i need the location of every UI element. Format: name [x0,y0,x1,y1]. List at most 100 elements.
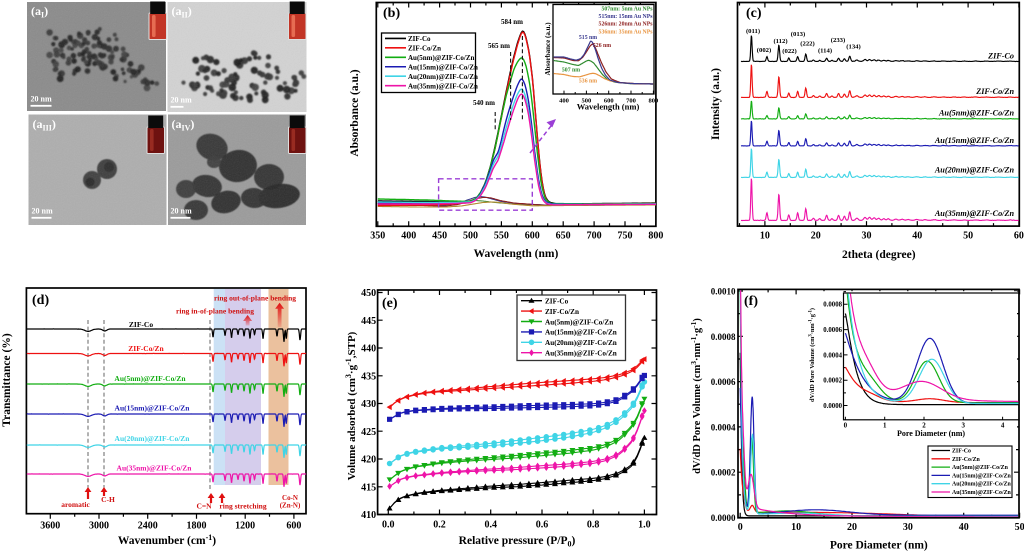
svg-text:1.0: 1.0 [638,520,651,531]
svg-text:(013): (013) [791,31,806,38]
svg-text:420: 420 [361,455,376,466]
svg-text:10: 10 [760,231,770,242]
svg-text:Au(35nm)@ZIF-Co/Zn: Au(35nm)@ZIF-Co/Zn [408,82,478,90]
svg-text:C-H: C-H [101,495,115,504]
svg-text:ZIF-Co/Zn: ZIF-Co/Zn [545,308,579,316]
svg-text:ZIF-Co/Zn: ZIF-Co/Zn [128,344,164,353]
svg-text:ZIF-Co: ZIF-Co [408,35,431,43]
svg-text:20 nm: 20 nm [31,95,52,104]
svg-text:430: 430 [361,399,376,410]
svg-text:Wavelength (nm): Wavelength (nm) [577,102,640,112]
svg-text:0.0006: 0.0006 [711,377,736,387]
svg-text:30: 30 [903,522,913,533]
svg-text:(e): (e) [382,296,398,311]
svg-text:0.0010: 0.0010 [711,287,736,297]
svg-text:540 nm: 540 nm [473,99,495,107]
svg-text:Au(20nm)@ZIF-Co/Zn: Au(20nm)@ZIF-Co/Zn [952,481,1012,488]
svg-text:500: 500 [463,231,478,242]
svg-text:C=N: C=N [196,502,212,511]
svg-text:526 nm: 526 nm [593,43,611,49]
svg-text:ring out-of-plane bending: ring out-of-plane bending [214,294,296,303]
svg-text:507nm: 5nm Au NPs: 507nm: 5nm Au NPs [601,7,653,13]
svg-text:(002): (002) [757,47,772,54]
svg-text:10: 10 [791,522,801,533]
svg-text:800: 800 [648,231,663,242]
svg-text:565 nm: 565 nm [488,42,510,50]
svg-text:415: 415 [361,482,376,493]
svg-text:ring stretching: ring stretching [219,502,266,511]
svg-text:(114): (114) [818,48,832,55]
svg-text:50: 50 [1015,522,1024,533]
svg-text:dV/dD Pore Volume (cm3·nm-1·g: dV/dD Pore Volume (cm3·nm-1·g-1) [689,318,703,474]
svg-text:435: 435 [361,371,376,382]
svg-text:Au(15nm)@ZIF-Co/Zn: Au(15nm)@ZIF-Co/Zn [408,63,478,71]
svg-text:Wavenumber (cm-1): Wavenumber (cm-1) [118,533,216,547]
svg-text:1800: 1800 [186,521,206,532]
svg-text:Au(5nm)@ZIF-Co/Zn: Au(5nm)@ZIF-Co/Zn [952,464,1009,471]
svg-text:536nm: 35nm Au NPs: 536nm: 35nm Au NPs [599,29,654,35]
svg-text:445: 445 [361,316,376,327]
svg-text:0.0000: 0.0000 [711,513,736,523]
svg-text:ZIF-Co/Zn: ZIF-Co/Zn [952,457,981,463]
svg-text:1200: 1200 [235,521,255,532]
svg-text:400: 400 [559,98,569,105]
svg-text:4: 4 [1001,422,1005,430]
svg-text:3: 3 [962,422,966,430]
svg-text:0: 0 [738,522,743,533]
svg-text:Intensity (a.u.): Intensity (a.u.) [710,68,722,140]
svg-text:Au(20nm)@ZIF-Co/Zn: Au(20nm)@ZIF-Co/Zn [408,73,478,81]
svg-text:Relative pressure (P/P0): Relative pressure (P/P0) [459,535,576,549]
svg-text:30: 30 [862,231,872,242]
svg-text:0.0008: 0.0008 [711,332,736,342]
svg-text:0.8: 0.8 [587,520,600,531]
svg-text:450: 450 [432,231,447,242]
svg-text:700: 700 [626,98,636,105]
svg-text:Au(15nm)@ZIF-Co/Zn: Au(15nm)@ZIF-Co/Zn [115,404,191,413]
svg-text:0.2: 0.2 [433,520,446,531]
svg-text:Au(15nm)@ZIF-Co/Zn: Au(15nm)@ZIF-Co/Zn [952,472,1012,479]
svg-text:(011): (011) [746,28,760,35]
svg-text:Absorbance (a.u.): Absorbance (a.u.) [544,22,552,76]
svg-text:Au(5nm)@ZIF-Co/Zn: Au(5nm)@ZIF-Co/Zn [545,318,613,326]
svg-text:ZIF-Co/Zn: ZIF-Co/Zn [975,87,1014,96]
svg-text:Transmittance (%): Transmittance (%) [1,333,13,427]
svg-text:0.6: 0.6 [536,520,549,531]
svg-text:425: 425 [361,427,376,438]
svg-text:650: 650 [556,231,571,242]
svg-text:0.0: 0.0 [382,520,395,531]
svg-text:(233): (233) [831,37,846,44]
svg-text:(222): (222) [800,41,815,48]
svg-text:40: 40 [912,231,922,242]
svg-text:584 nm: 584 nm [501,18,523,26]
svg-text:450: 450 [361,288,376,299]
svg-text:(Zn-N): (Zn-N) [280,502,301,510]
svg-text:440: 440 [361,344,376,355]
svg-text:526nm: 20nm Au NPs: 526nm: 20nm Au NPs [599,22,654,28]
svg-text:ZIF-Co: ZIF-Co [952,449,971,455]
svg-text:Pore Diameter (nm): Pore Diameter (nm) [830,539,928,551]
svg-text:536 nm: 536 nm [579,79,597,85]
svg-text:ZIF-Co/Zn: ZIF-Co/Zn [408,44,441,52]
svg-text:20 nm: 20 nm [32,207,53,216]
svg-text:700: 700 [587,231,602,242]
svg-text:ZIF-Co: ZIF-Co [545,298,569,306]
svg-text:500: 500 [581,98,591,105]
svg-text:(112): (112) [773,38,787,45]
svg-text:Au(35nm)@ZIF-Co/Zn: Au(35nm)@ZIF-Co/Zn [952,489,1012,496]
svg-text:(134): (134) [846,44,861,51]
svg-text:Au(20nm)@ZIF-Co/Zn: Au(20nm)@ZIF-Co/Zn [115,434,191,443]
svg-text:400: 400 [401,231,416,242]
svg-text:800: 800 [649,98,659,105]
svg-text:50: 50 [963,231,973,242]
svg-text:Wavelength (nm): Wavelength (nm) [474,248,559,260]
svg-text:40: 40 [959,522,969,533]
svg-text:0.0004: 0.0004 [711,422,736,432]
svg-text:(c): (c) [746,6,762,21]
svg-text:20 nm: 20 nm [171,207,192,216]
svg-text:600: 600 [286,521,301,532]
svg-text:ZIF-Co: ZIF-Co [129,320,153,329]
svg-text:Au(35nm)@ZIF-Co/Zn: Au(35nm)@ZIF-Co/Zn [117,464,193,473]
svg-text:0.0004: 0.0004 [823,352,842,359]
svg-text:515 nm: 515 nm [579,35,597,41]
svg-text:Au(5nm)@ZIF-Co/Zn: Au(5nm)@ZIF-Co/Zn [408,54,475,62]
